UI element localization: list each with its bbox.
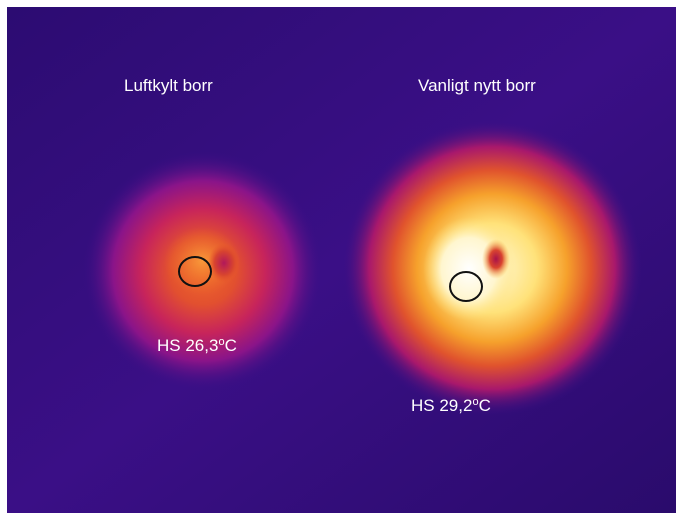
thermal-heatmap — [7, 7, 676, 513]
right-hotspot-value: HS 29,2 — [411, 396, 473, 415]
left-hotspot-temperature: HS 26,3oC — [157, 336, 237, 355]
right-drill-title: Vanligt nytt borr — [418, 76, 536, 95]
right-hotspot-temperature: HS 29,2oC — [411, 396, 491, 415]
thermal-image: Luftkylt borr Vanligt nytt borr HS 26,3o… — [7, 7, 676, 513]
right-hotspot-marker — [449, 271, 483, 302]
left-hotspot-unit: C — [224, 336, 237, 355]
left-hotspot-marker — [178, 256, 212, 287]
left-drill-title: Luftkylt borr — [124, 76, 213, 95]
left-hotspot-value: HS 26,3 — [157, 336, 219, 355]
right-drill-hole — [482, 239, 510, 279]
left-hotspot-degree: o — [218, 336, 225, 348]
left-drill-hole — [208, 243, 240, 283]
right-hotspot-degree: o — [472, 396, 479, 408]
right-hotspot-unit: C — [478, 396, 491, 415]
